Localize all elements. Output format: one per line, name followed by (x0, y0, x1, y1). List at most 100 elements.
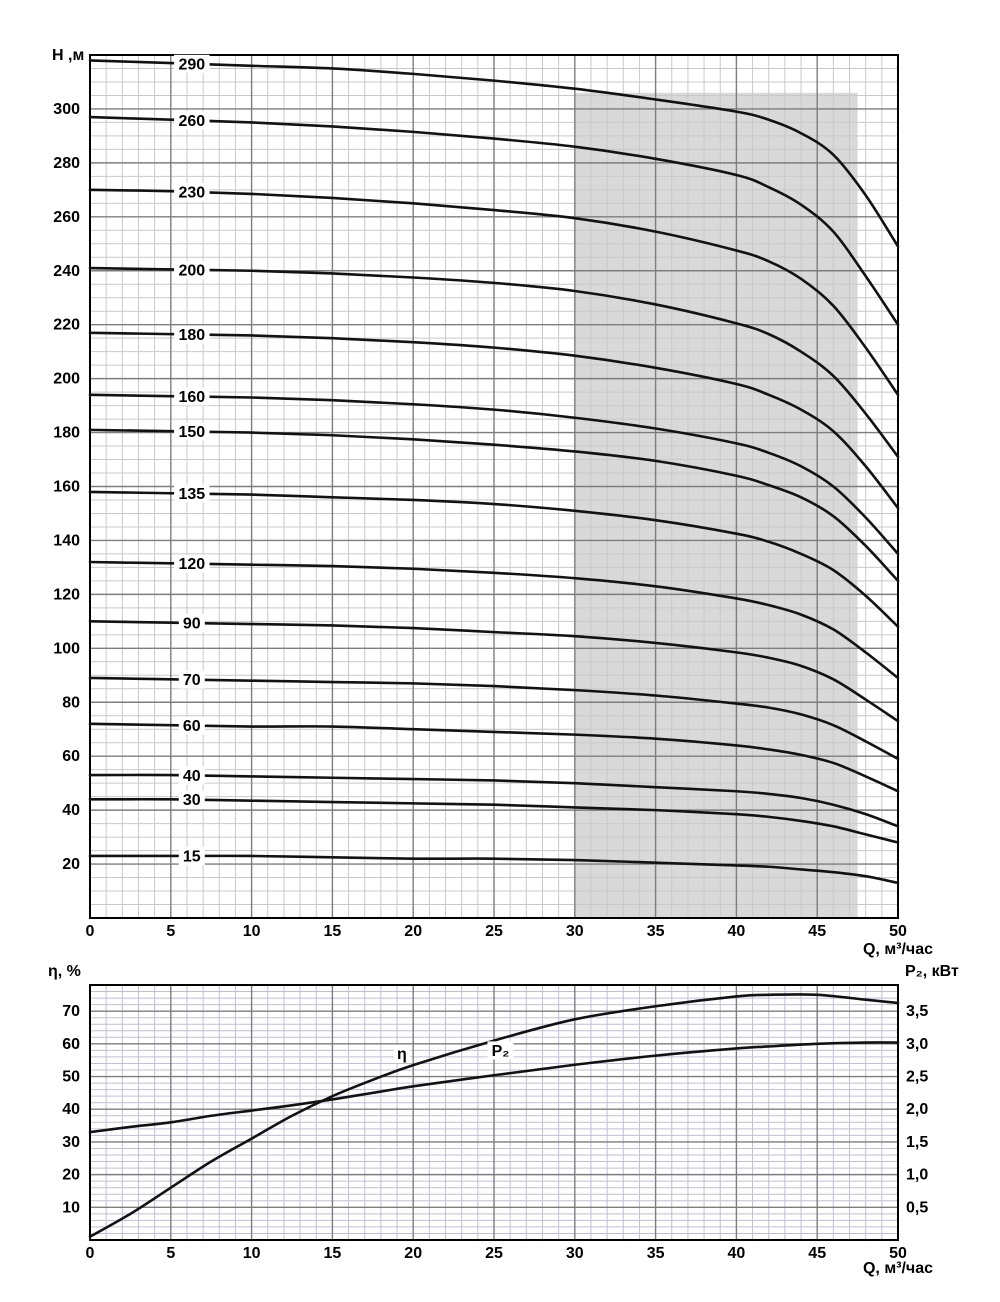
y-right-tick-label: 2,0 (906, 1101, 928, 1118)
x-tick-label: 15 (324, 923, 342, 940)
curve-label-120: 120 (178, 556, 205, 573)
y-tick-label: 120 (53, 586, 80, 603)
curve-label-160: 160 (178, 389, 205, 406)
curve-40 (88, 773, 900, 828)
y-tick-label: 70 (62, 1003, 80, 1020)
x-tick-label: 45 (808, 923, 826, 940)
curve-label-70-bg (178, 670, 205, 689)
curve-label-200-bg (174, 260, 210, 279)
y-tick-label: 40 (62, 802, 80, 819)
y-tick-label: 100 (53, 640, 80, 657)
curve-label-230-bg (174, 182, 210, 201)
x-tick-label: 20 (404, 923, 422, 940)
curve-labels: 290 260 230 200 180 160 150 135 120 90 70 60 40 30 15 (174, 54, 210, 865)
curve-label-150-bg (174, 422, 210, 441)
curve-label-40: 40 (183, 768, 201, 785)
y-tick-label: 20 (62, 1167, 80, 1184)
curve-135 (88, 490, 900, 629)
curve-label-290-bg (174, 54, 210, 73)
x-tick-label: 35 (647, 1245, 665, 1262)
y-tick-label: 260 (53, 209, 80, 226)
x-tick-label: 20 (404, 1245, 422, 1262)
curves (88, 59, 900, 885)
curve-label-η-bg (393, 1044, 411, 1063)
y-right-tick-label: 3,5 (906, 1003, 928, 1020)
curve-label-15: 15 (183, 848, 201, 865)
y-tick-label: 80 (62, 694, 80, 711)
curve-labels: η P₂ (393, 1041, 514, 1063)
x-tick-label: 15 (324, 1245, 342, 1262)
curve-label-P₂: P₂ (492, 1043, 510, 1060)
curve-label-230: 230 (178, 184, 205, 201)
y-tick-label: 220 (53, 317, 80, 334)
curve-200 (88, 266, 900, 459)
grid-major (90, 985, 898, 1240)
curve-180 (88, 331, 900, 510)
curve-160 (88, 393, 900, 556)
curve-30 (88, 797, 900, 844)
tick-labels: 0 5 10 15 20 25 30 35 40 45 50 10 20 30 40 50 60 70 0,5 1,0… (62, 1003, 928, 1262)
x-tick-label: 25 (485, 923, 503, 940)
curve-label-135: 135 (178, 486, 205, 503)
curve-P₂ (88, 1041, 900, 1134)
x-tick-label: 45 (808, 1245, 826, 1262)
x-tick-label: 30 (566, 1245, 584, 1262)
curve-label-150: 150 (178, 424, 205, 441)
curve-label-180-bg (174, 325, 210, 344)
curve-290 (88, 59, 900, 248)
y-tick-label: 300 (53, 101, 80, 118)
plot-border (89, 984, 899, 1241)
curve-15 (88, 854, 900, 885)
curve-120 (88, 560, 900, 680)
x-tick-label: 50 (889, 923, 907, 940)
curve-60 (88, 722, 900, 793)
y-tick-label: 180 (53, 425, 80, 442)
curves (88, 993, 900, 1239)
curve-label-70: 70 (183, 672, 201, 689)
curve-η (88, 993, 900, 1239)
y-right-tick-label: 1,5 (906, 1134, 928, 1151)
curve-label-160-bg (174, 387, 210, 406)
x-tick-label: 25 (485, 1245, 503, 1262)
flow-axis-title-top: Q, м³/час (862, 941, 934, 958)
x-tick-label: 0 (86, 1245, 95, 1262)
y-tick-label: 240 (53, 263, 80, 280)
curve-label-30-bg (178, 790, 205, 809)
curve-label-60-bg (178, 716, 205, 735)
curve-label-135-bg (174, 484, 210, 503)
x-tick-label: 10 (243, 1245, 261, 1262)
power-axis-title: P₂, кВт (905, 963, 959, 980)
x-tick-label: 40 (728, 1245, 746, 1262)
curve-label-40-bg (178, 766, 205, 785)
y-tick-label: 160 (53, 479, 80, 496)
y-tick-label: 20 (62, 856, 80, 873)
curve-70 (88, 676, 900, 761)
curve-label-180: 180 (178, 327, 205, 344)
curve-label-290: 290 (178, 56, 205, 73)
curve-label-60: 60 (183, 718, 201, 735)
y-tick-label: 50 (62, 1069, 80, 1086)
y-tick-label: 30 (62, 1134, 80, 1151)
y-tick-label: 40 (62, 1101, 80, 1118)
flow-axis-title-bottom: Q, м³/час (862, 1260, 934, 1277)
curve-label-120-bg (174, 554, 210, 573)
curve-label-P₂-bg (487, 1041, 514, 1060)
head-axis-title: H ,м (52, 47, 85, 64)
curve-label-30: 30 (183, 792, 201, 809)
y-tick-label: 140 (53, 532, 80, 549)
y-tick-label: 60 (62, 1036, 80, 1053)
y-tick-label: 200 (53, 371, 80, 388)
curve-label-260-bg (174, 111, 210, 130)
curve-label-90: 90 (183, 616, 201, 633)
plot-border (89, 54, 899, 919)
curve-90 (88, 620, 900, 723)
y-right-tick-label: 2,5 (906, 1069, 928, 1086)
y-right-tick-label: 1,0 (906, 1167, 928, 1184)
curve-label-90-bg (178, 614, 205, 633)
x-tick-label: 50 (889, 1245, 907, 1262)
efficiency-axis-title: η, % (48, 963, 81, 980)
curve-label-200: 200 (178, 262, 205, 279)
x-tick-label: 30 (566, 923, 584, 940)
